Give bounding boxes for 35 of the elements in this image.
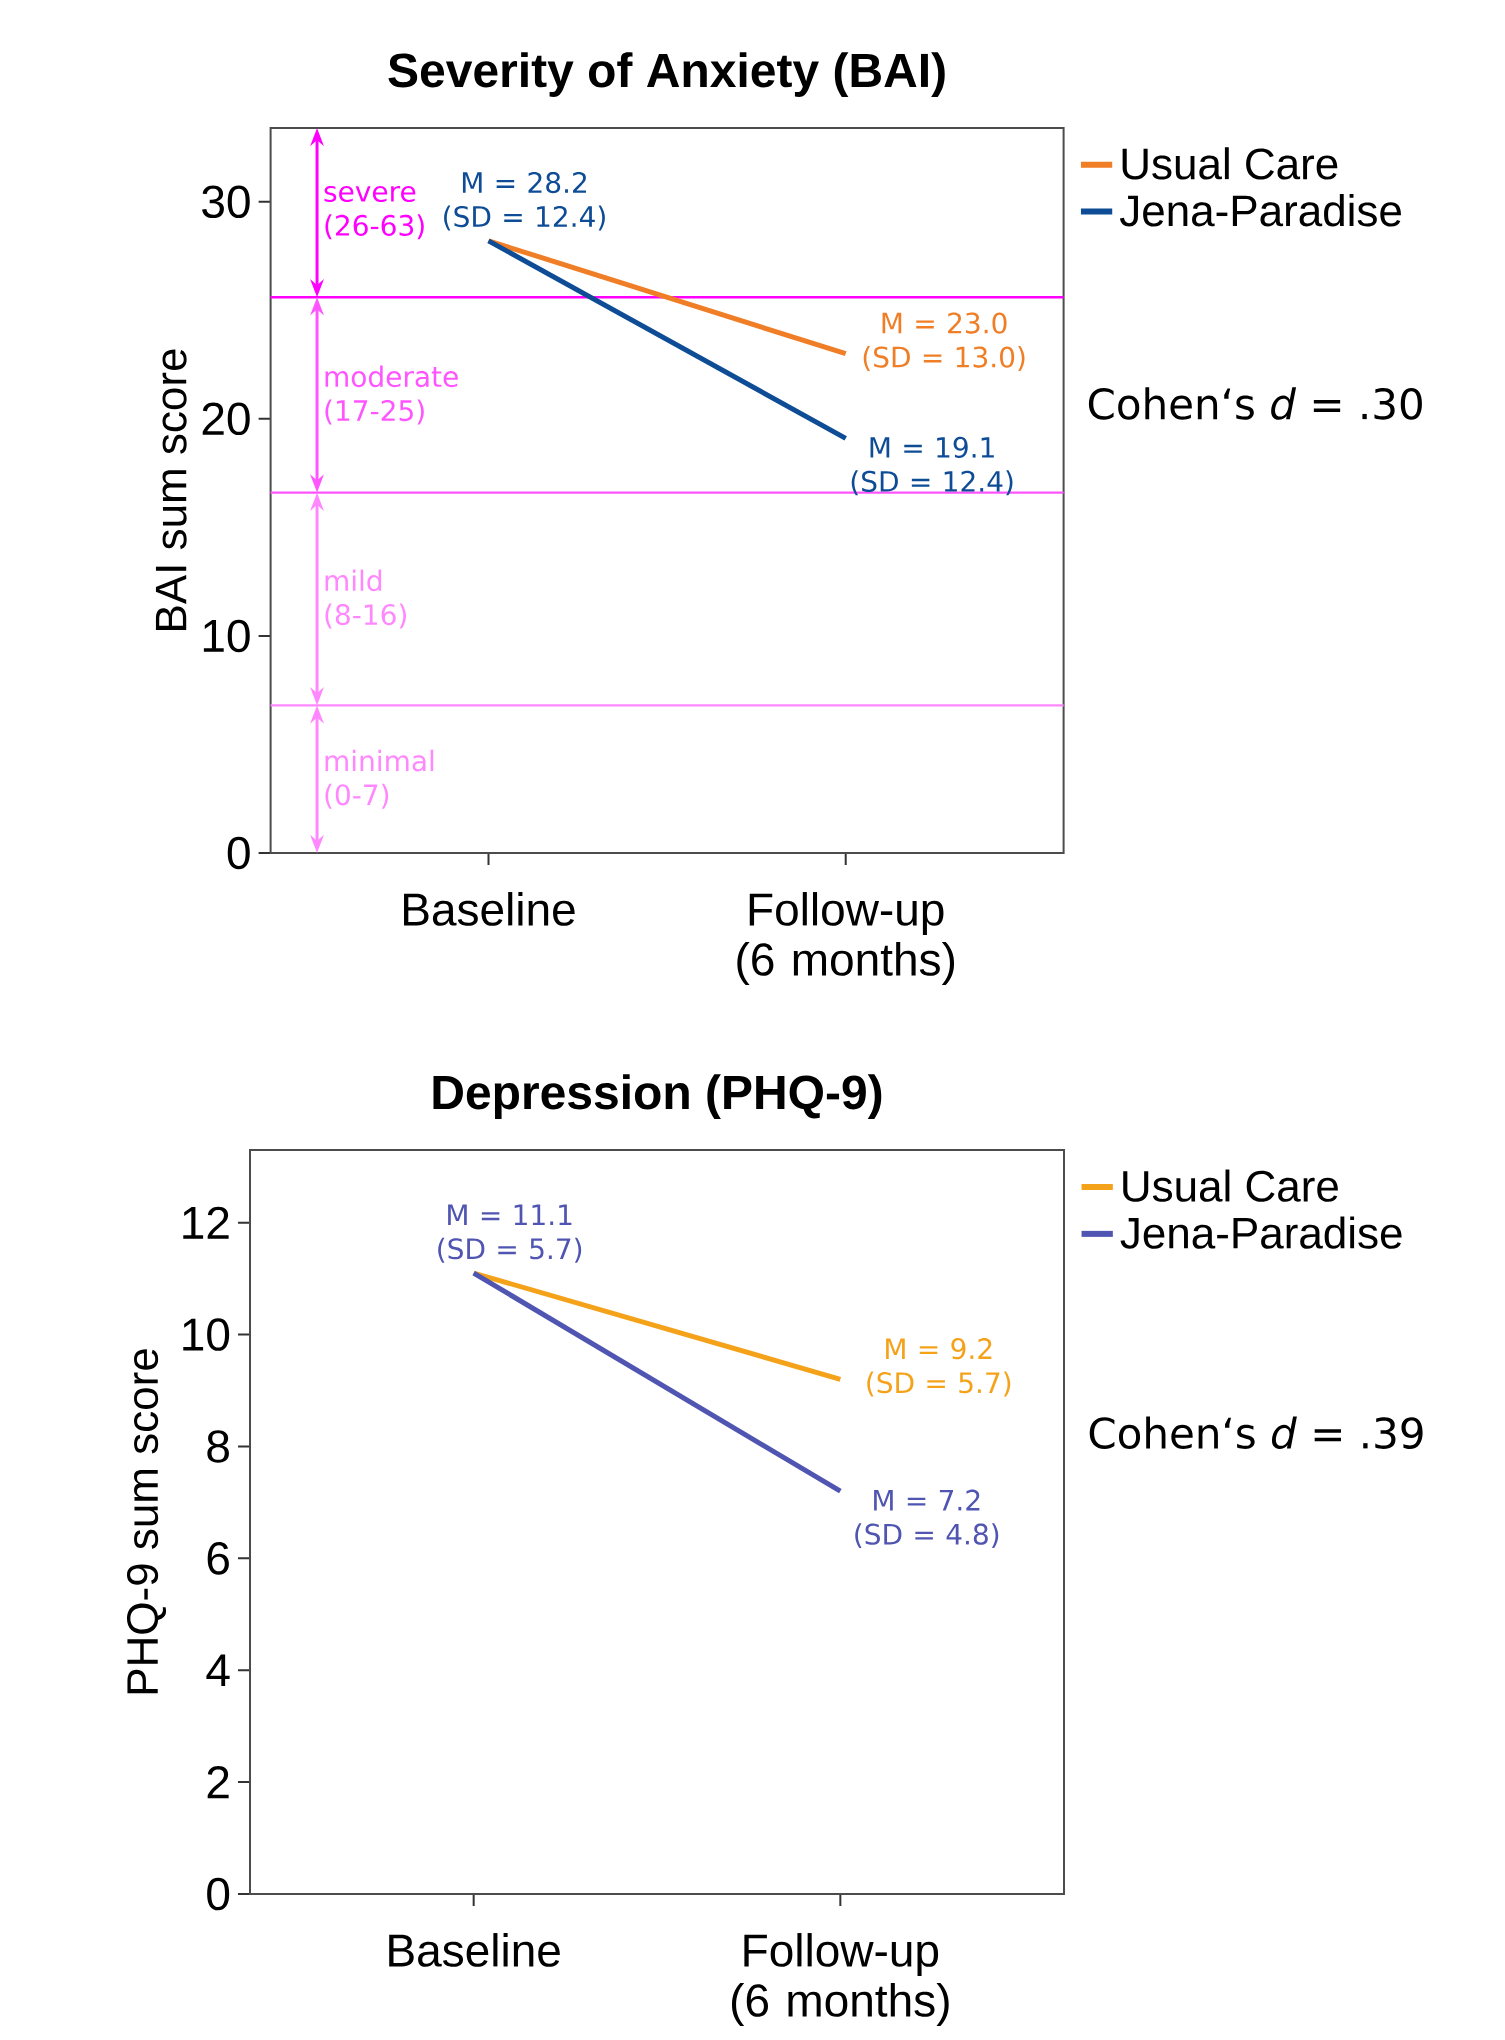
y-tick-label: 6 [207, 1542, 229, 1575]
y-tick-label: 30 [202, 185, 250, 219]
y-tick-label: 2 [207, 1766, 229, 1799]
legend-label: Jena-Paradise [1119, 194, 1401, 227]
x-tick-label: Baseline [404, 892, 575, 926]
chart-title: Depression (PHQ-9) [433, 1074, 882, 1119]
y-tick-label: 0 [227, 836, 250, 870]
y-tick-label: 0 [207, 1877, 230, 1911]
y-axis-title: BAI sum score [155, 349, 187, 630]
legend-label: Jena-Paradise [1120, 1216, 1402, 1249]
data-label: M = 23.0 (SD = 13.0) [863, 312, 1025, 371]
y-tick-label: 8 [207, 1430, 229, 1463]
data-label: M = 28.2 (SD = 12.4) [444, 171, 605, 231]
x-tick-label: Baseline [389, 1933, 560, 1967]
x-tick-label: Follow-up (6 months) [737, 892, 955, 985]
y-tick-label: 4 [206, 1654, 230, 1687]
data-label: M = 19.1 (SD = 12.4) [851, 436, 1013, 496]
data-label: M = 7.2 (SD = 4.8) [855, 1489, 999, 1549]
text: Cohen‘s d = .30 [1088, 387, 1422, 420]
data-label: M = 9.2 (SD = 5.7) [867, 1338, 1011, 1397]
annotation: minimal (0-7) [325, 749, 434, 809]
y-tick-label: 10 [183, 1318, 230, 1351]
annotation: mild (8-16) [325, 569, 406, 629]
x-tick-label: Follow-up (6 months) [731, 1933, 949, 2026]
y-tick-label: 12 [183, 1206, 229, 1239]
chart-title: Severity of Anxiety (BAI) [388, 52, 945, 97]
legend-label: Usual Care [1123, 1169, 1338, 1202]
data-label: M = 11.1 (SD = 5.7) [438, 1204, 582, 1263]
text: Cohen‘s d = .39 [1089, 1416, 1423, 1449]
y-tick-label: 20 [202, 402, 250, 436]
y-tick-label: 10 [203, 619, 250, 653]
annotation: moderate (17-25) [325, 365, 458, 425]
legend-label: Usual Care [1122, 147, 1338, 180]
annotation: severe (26-63) [324, 185, 424, 240]
y-axis-title: PHQ-9 sum score [126, 1349, 167, 1694]
